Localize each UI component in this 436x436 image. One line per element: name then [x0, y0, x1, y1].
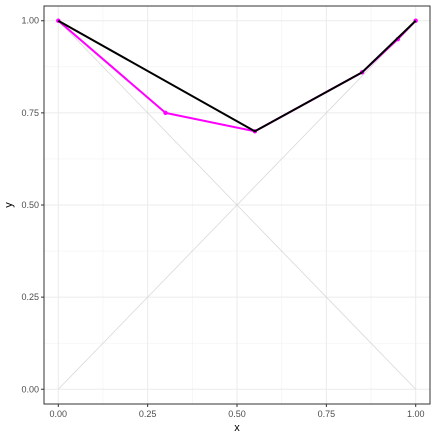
x-tick-label: 0.75	[318, 409, 336, 419]
x-tick-label: 0.50	[228, 409, 246, 419]
x-axis-ticks: 0.00 0.25 0.50 0.75 1.00	[50, 404, 425, 419]
y-axis-title: y	[3, 202, 15, 208]
series-2-line	[57, 19, 417, 133]
series-1-point	[163, 110, 168, 116]
y-axis-ticks: 0.00 0.25 0.50 0.75 1.00	[21, 16, 44, 394]
x-axis-title: x	[234, 422, 240, 434]
y-tick-label: 0.25	[21, 292, 39, 302]
y-tick-label: 0.00	[21, 384, 39, 394]
x-tick-label: 0.00	[50, 409, 68, 419]
series-layer	[56, 18, 418, 134]
x-tick-label: 1.00	[407, 409, 425, 419]
y-tick-label: 0.75	[21, 108, 39, 118]
y-tick-label: 1.00	[21, 16, 39, 26]
x-tick-label: 0.25	[139, 409, 157, 419]
y-tick-label: 0.50	[21, 200, 39, 210]
reference-diagonal-2	[58, 20, 416, 390]
reference-lines	[58, 20, 416, 390]
